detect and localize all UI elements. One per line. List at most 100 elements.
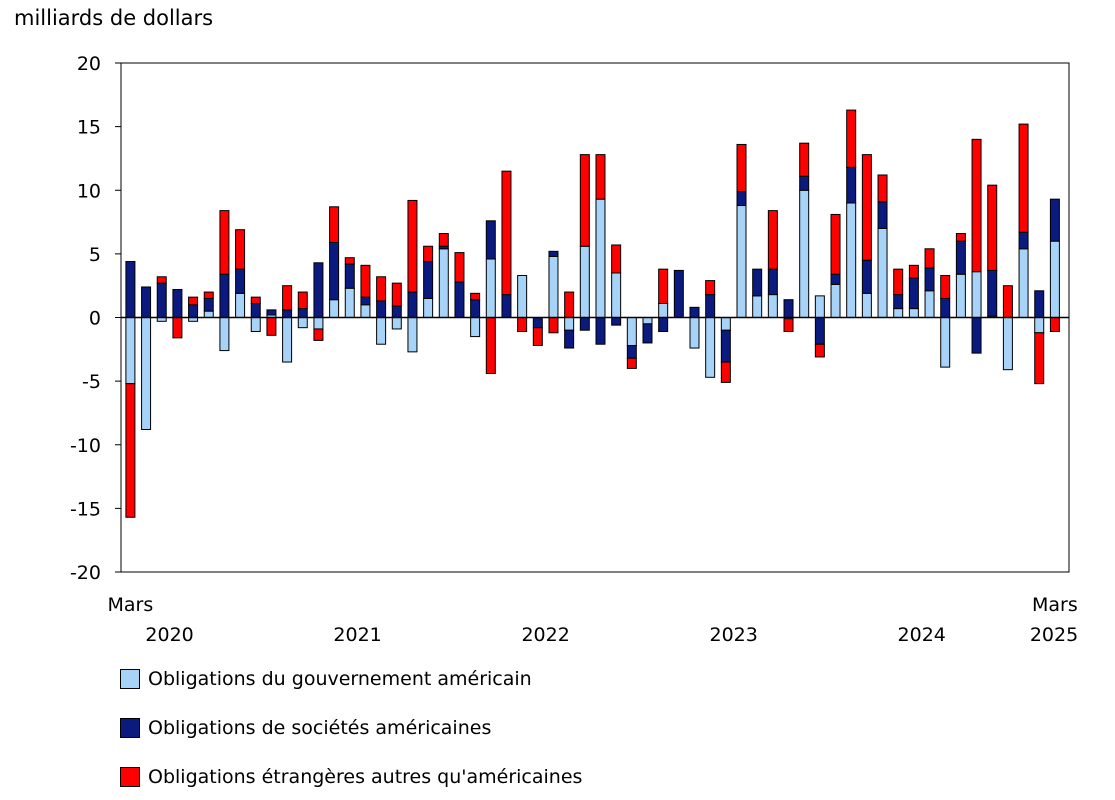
- bar-segment-corp: [893, 294, 904, 310]
- bar-segment-foreign: [376, 276, 387, 302]
- bar-segment-foreign: [219, 210, 230, 275]
- bar-segment-gov: [799, 189, 810, 318]
- bar-segment-corp: [250, 303, 261, 319]
- bar-segment-gov: [282, 317, 293, 363]
- bar-segment-gov: [1034, 317, 1045, 334]
- bar-segment-corp: [172, 289, 183, 319]
- y-tick-label: -10: [70, 435, 101, 457]
- bar-segment-corp: [423, 261, 434, 299]
- bar-segment-corp: [987, 269, 998, 317]
- stacked-bar-chart: 20 15 10 5 0 -5 -10 -15 -20 Mars Mars 2020 2021 2022 2…: [70, 53, 1078, 646]
- y-tick-label: 5: [89, 244, 101, 266]
- legend-item-foreign: Obligations étrangères autres qu'américa…: [120, 766, 582, 788]
- bar-segment-foreign: [893, 268, 904, 296]
- bar-segment-corp: [313, 262, 324, 318]
- bar-segment-corp: [736, 191, 747, 207]
- bar-segment-foreign: [344, 257, 355, 265]
- bar-segment-gov: [752, 295, 763, 318]
- y-tick-label: 0: [89, 308, 101, 330]
- bar-segment-gov: [908, 308, 919, 318]
- bar-segment-corp: [219, 273, 230, 318]
- x-year-label: 2022: [521, 624, 569, 646]
- bar-segment-foreign: [1002, 285, 1013, 318]
- bar-segment-corp: [689, 306, 700, 319]
- bar-segment-gov: [485, 258, 496, 318]
- bar-segment-foreign: [736, 143, 747, 193]
- bar-segment-gov: [830, 283, 841, 319]
- bar-segment-corp: [830, 273, 841, 285]
- bar-segment-gov: [125, 317, 136, 385]
- y-tick-label: -20: [70, 562, 101, 584]
- bar-segment-foreign: [720, 361, 731, 383]
- bar-segment-foreign: [971, 138, 982, 273]
- bar-segment-corp: [579, 317, 590, 331]
- bar-segment-gov: [705, 317, 716, 378]
- legend-item-corp: Obligations de sociétés américaines: [120, 717, 491, 739]
- bar-segment-corp: [141, 286, 152, 318]
- bar-segment-foreign: [814, 343, 825, 358]
- bar-segment-foreign: [595, 154, 606, 200]
- bar-segment-foreign: [877, 174, 888, 203]
- bar-segment-gov: [595, 198, 606, 318]
- bar-segment-corp: [329, 241, 340, 301]
- bar-segment-foreign: [564, 291, 575, 318]
- bar-segment-foreign: [423, 245, 434, 263]
- bar-segment-gov: [438, 248, 449, 318]
- bar-segment-foreign: [783, 318, 794, 332]
- bar-segment-corp: [595, 317, 606, 345]
- bar-segment-foreign: [940, 275, 951, 299]
- bar-segment-foreign: [391, 282, 402, 307]
- bar-segment-foreign: [579, 154, 590, 247]
- bar-segment-corp: [799, 175, 810, 191]
- legend-label-corp: Obligations de sociétés américaines: [148, 717, 492, 739]
- bar-segment-foreign: [125, 383, 136, 518]
- bar-segment-gov: [893, 308, 904, 318]
- bar-segment-corp: [470, 299, 481, 318]
- bar-segment-corp: [485, 220, 496, 260]
- bar-segment-foreign: [924, 248, 935, 269]
- bar-segment-foreign: [830, 213, 841, 275]
- bar-segment-gov: [924, 290, 935, 318]
- bar-segment-foreign: [955, 233, 966, 242]
- bar-segment-foreign: [172, 317, 183, 339]
- y-tick-label: 10: [77, 180, 101, 202]
- bar-segment-foreign: [470, 292, 481, 301]
- x-year-label: 2021: [333, 624, 381, 646]
- bar-segment-foreign: [203, 291, 214, 299]
- bar-segment-gov: [564, 317, 575, 331]
- bar-segment-foreign: [454, 252, 465, 283]
- bar-segment-gov: [642, 317, 653, 325]
- bar-segment-foreign: [501, 170, 512, 296]
- bar-segment-gov: [360, 304, 371, 318]
- bar-segment-gov: [955, 273, 966, 318]
- bar-segment-corp: [940, 297, 951, 319]
- bar-segment-corp: [548, 250, 559, 257]
- bar-segment-foreign: [532, 327, 543, 346]
- bar-segment-gov: [313, 317, 324, 330]
- legend-item-gov: Obligations du gouvernement américain: [120, 668, 532, 690]
- x-year-label: 2023: [709, 624, 757, 646]
- bar-segment-gov: [579, 245, 590, 319]
- bar-segment-corp: [532, 317, 543, 329]
- bar-segment-corp: [156, 282, 167, 318]
- bar-segment-gov: [1018, 248, 1029, 318]
- bar-segment-gov: [344, 287, 355, 319]
- bar-segment-foreign: [767, 210, 778, 270]
- bar-segment-gov: [391, 317, 402, 330]
- y-tick-label: -15: [70, 498, 101, 520]
- bar-segment-gov: [329, 299, 340, 318]
- bar-segment-corp: [501, 294, 512, 319]
- bar-segment-foreign: [799, 142, 810, 177]
- bar-segment-corp: [266, 309, 277, 316]
- bar-segment-foreign: [705, 280, 716, 296]
- bar-segment-foreign: [156, 276, 167, 284]
- y-tick-label: 20: [77, 53, 101, 75]
- bar-segment-foreign: [407, 199, 418, 293]
- bar-segment-gov: [470, 317, 481, 338]
- bar-segment-corp: [235, 268, 246, 294]
- bar-segment-foreign: [611, 244, 622, 274]
- bar-segment-corp: [1034, 290, 1045, 318]
- bar-segment-gov: [423, 297, 434, 319]
- bar-segment-corp: [846, 166, 857, 204]
- x-year-label: 2025: [1030, 624, 1078, 646]
